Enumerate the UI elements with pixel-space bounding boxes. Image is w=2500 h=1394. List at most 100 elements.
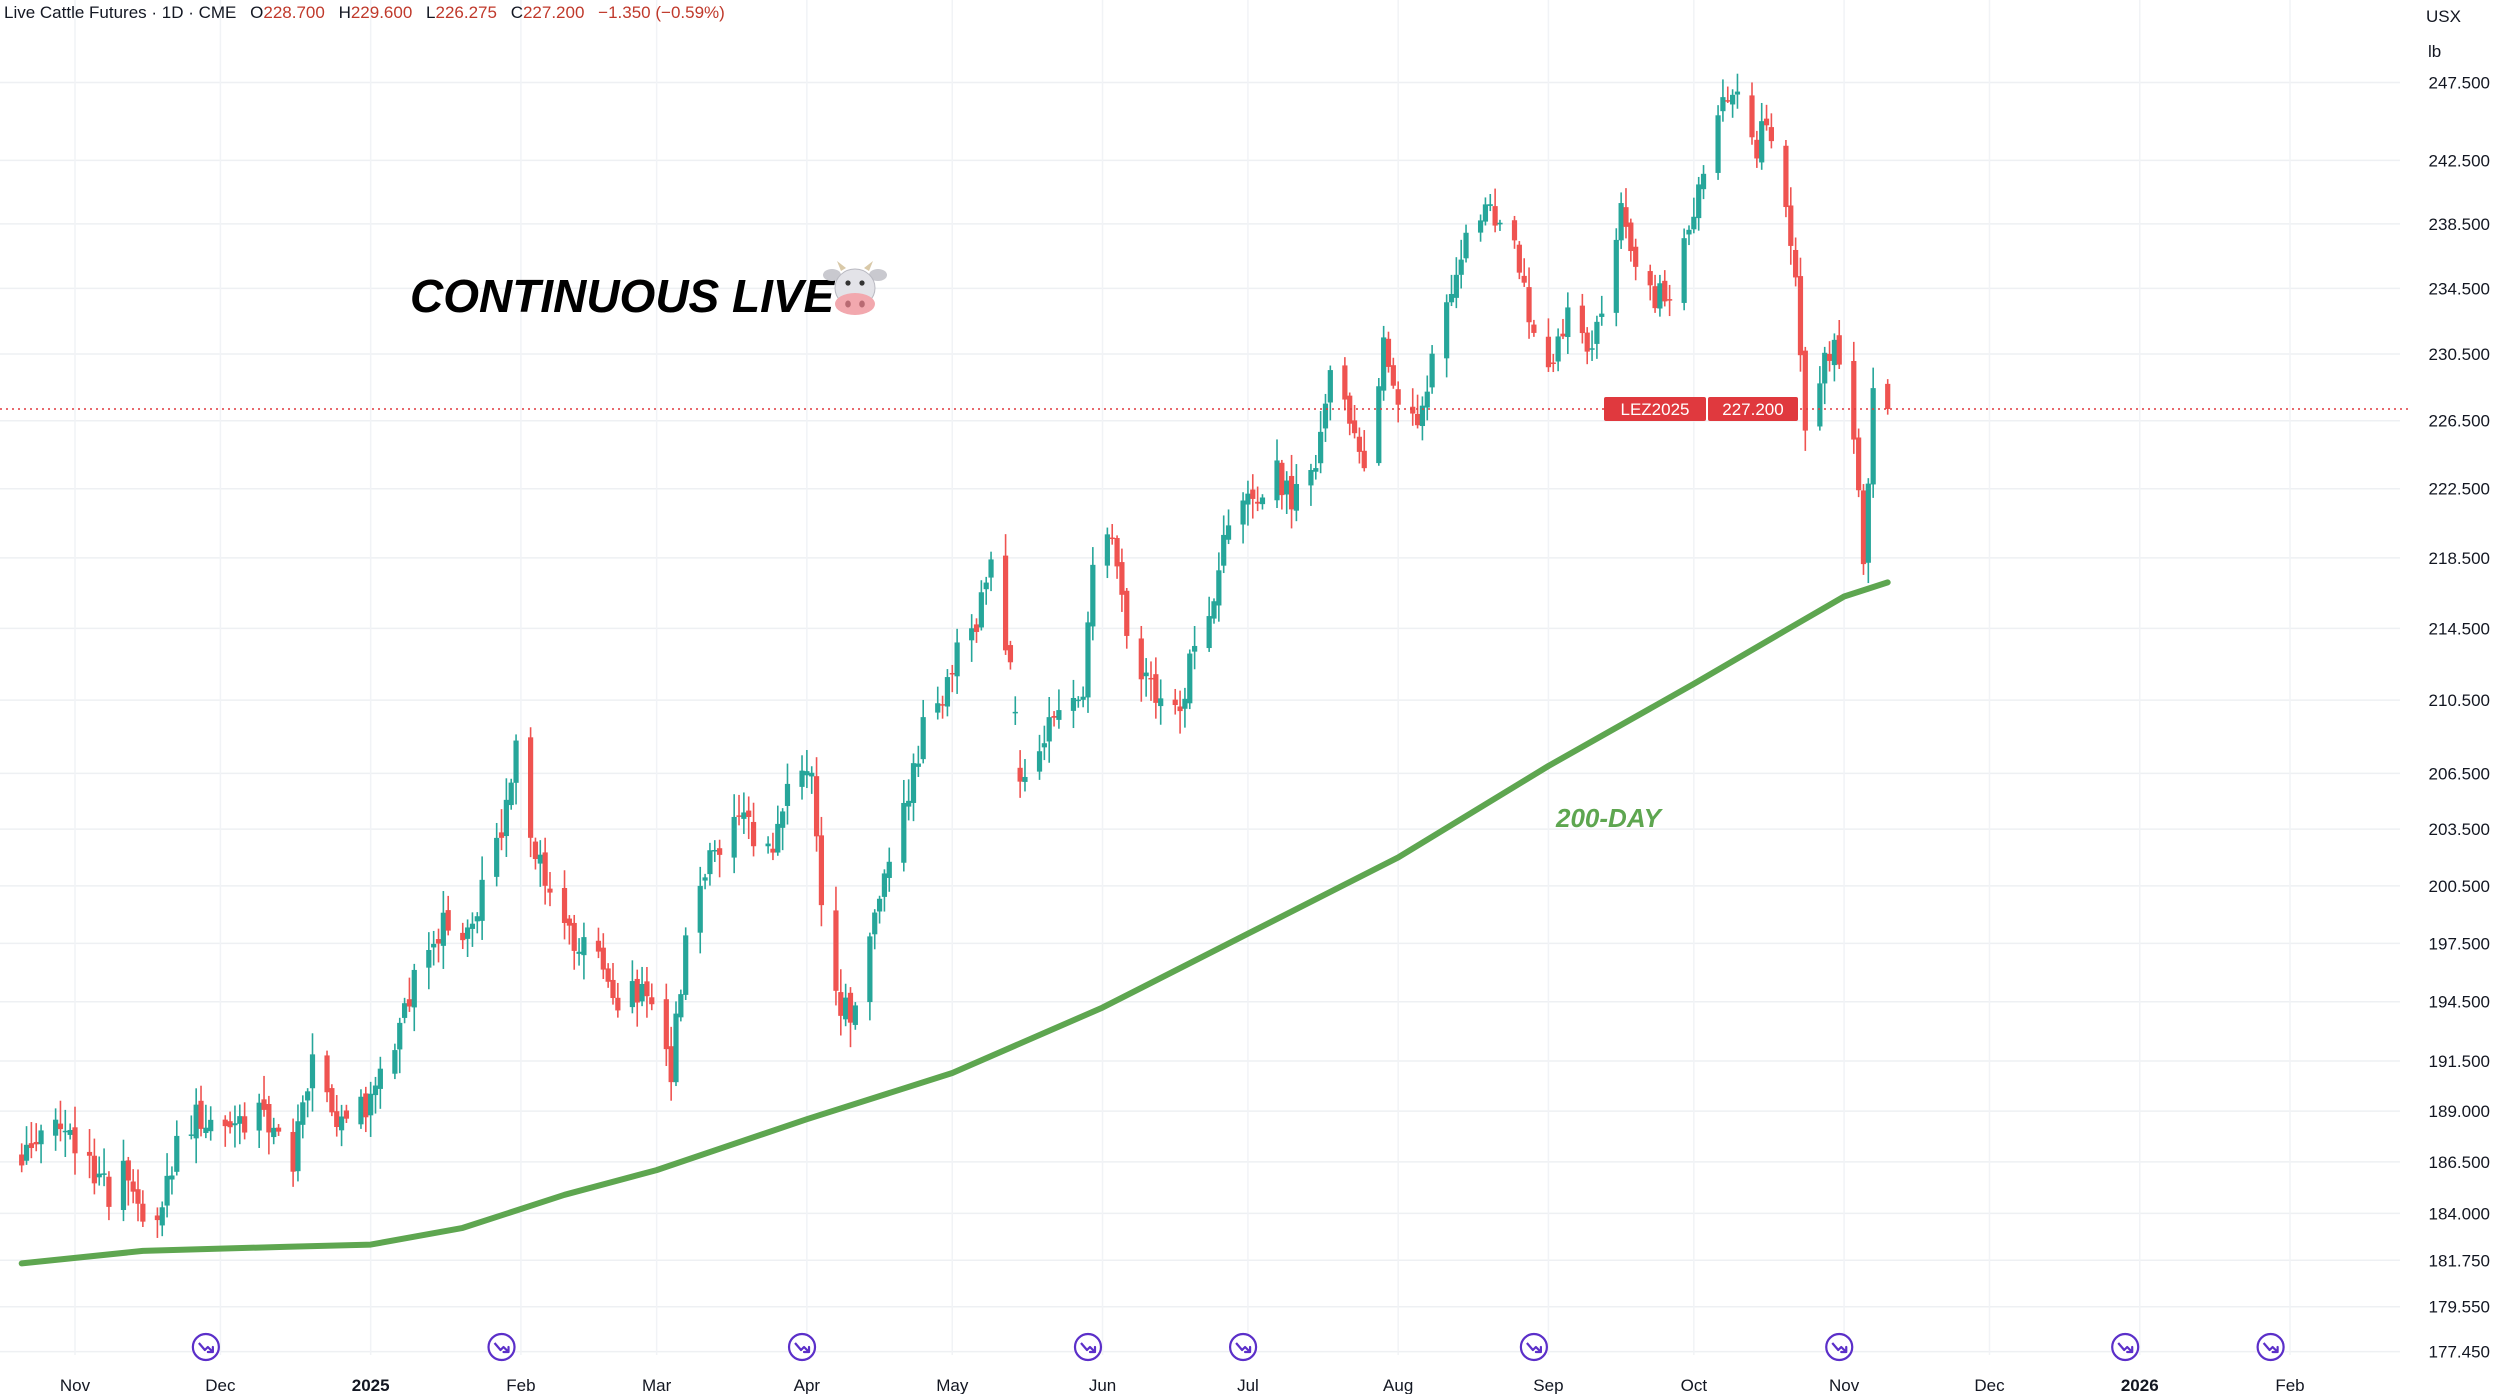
candle [1497,219,1503,231]
candle [765,836,771,854]
candle [566,915,572,945]
candle [498,809,505,851]
candle [1036,734,1043,780]
candle [513,734,519,805]
x-tick-label: Nov [1829,1376,1860,1394]
candle [939,695,946,719]
candle [1599,295,1605,326]
candle [159,1201,165,1237]
event-markers [191,1332,2285,1362]
dividend-event-icon[interactable] [2256,1332,2285,1362]
candle [1351,405,1358,439]
candle [1870,367,1876,498]
dividend-event-icon[interactable] [787,1332,817,1362]
candle [1172,688,1178,715]
dividend-event-icon[interactable] [1073,1332,1103,1362]
candle [1448,274,1455,307]
candle [1691,197,1697,234]
x-tick-label: Aug [1383,1376,1413,1394]
candle [1565,292,1571,354]
candle [1216,552,1222,622]
candle [53,1108,59,1151]
y-tick-label: 184.000 [2429,1204,2490,1223]
candle [1734,73,1741,109]
y-tick-label: 234.500 [2429,279,2490,298]
candle [305,1088,311,1118]
time-axis[interactable]: Nov Dec 2025 Feb Mar Apr May Jun Jul Aug Sep Oct Nov… [60,1376,2305,1394]
candle [19,1143,25,1173]
candle [784,763,791,825]
x-tick-label: 2025 [352,1376,390,1394]
price-axis[interactable]: 177.450 179.550 181.750 184.000 186.500 189.0… [2429,74,2490,1362]
symbol-title[interactable]: Live Cattle Futures · 1D · CME [4,3,237,22]
candle [1395,381,1401,423]
y-tick-label: 226.500 [2429,412,2490,431]
candle [906,779,912,821]
candle [1017,750,1023,798]
candle [1681,228,1687,311]
x-tick-label: Sep [1533,1376,1563,1394]
candle [1487,193,1493,212]
candle [1347,392,1353,436]
x-tick-label: Jul [1237,1376,1259,1394]
candle [1177,690,1183,734]
currency-label: USX [2426,7,2461,26]
candle [426,932,432,990]
candle [1516,241,1522,280]
candle [435,928,442,963]
candle [1046,697,1052,763]
symbol-tag-label: LEZ2025 [1621,400,1690,419]
candle [188,1115,194,1140]
candle [33,1123,39,1152]
candle [154,1207,160,1238]
y-tick-label: 200.500 [2429,877,2490,896]
candle [343,1104,350,1124]
candle [508,778,514,810]
dividend-event-icon[interactable] [191,1332,220,1362]
candle [324,1050,330,1103]
candle [1618,192,1624,249]
y-tick-label: 179.550 [2429,1298,2490,1317]
dividend-event-icon[interactable] [487,1332,516,1362]
y-tick-label: 230.500 [2429,345,2490,364]
x-tick-label: Oct [1681,1376,1708,1394]
candle [440,891,446,969]
candle [1817,366,1823,431]
candle [1856,428,1862,498]
change-value: −1.350 (−0.59%) [598,3,725,22]
dividend-event-icon[interactable] [1228,1332,1258,1362]
high-value: 229.600 [350,3,413,22]
y-tick-label: 218.500 [2429,549,2490,568]
candle [1012,696,1018,725]
candle [358,1089,364,1129]
candle [164,1153,170,1218]
candle [401,997,408,1024]
candle [944,669,951,717]
y-tick-label: 191.500 [2429,1052,2490,1071]
candle [561,870,568,940]
candle [983,576,989,605]
candle [474,912,480,934]
y-tick-label: 194.500 [2429,993,2490,1012]
y-tick-label: 197.500 [2429,934,2490,953]
candle [96,1156,102,1186]
x-tick-label: Dec [205,1376,236,1394]
candle [1390,357,1396,389]
candle [1458,239,1464,289]
close-label: C [510,3,523,22]
dividend-event-icon[interactable] [1825,1332,1854,1362]
candle [372,1076,379,1114]
candle [1463,224,1469,263]
candle [615,982,621,1018]
candle [67,1123,73,1140]
dividend-event-icon[interactable] [2111,1332,2140,1362]
candle [775,805,781,856]
candle [1376,377,1382,466]
candle [203,1104,209,1139]
candle [741,792,747,834]
candle [1259,494,1266,510]
candle [1633,238,1639,281]
dividend-event-icon[interactable] [1519,1332,1548,1362]
candle [528,727,534,858]
